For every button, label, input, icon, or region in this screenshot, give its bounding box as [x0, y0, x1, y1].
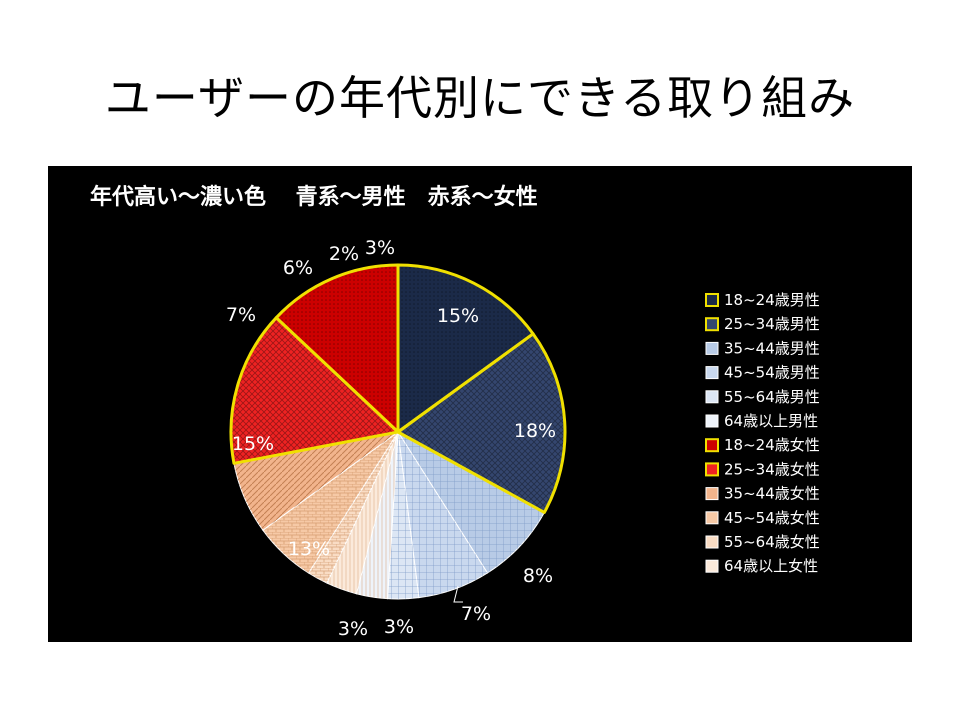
data-label-10: 6%: [283, 257, 313, 279]
legend-label: 64歳以上男性: [724, 412, 818, 430]
slide-title: ユーザーの年代別にできる取り組み: [104, 71, 856, 125]
legend-label: 45~54歳女性: [724, 509, 820, 527]
data-label-12: 3%: [365, 237, 395, 259]
legend-label: 55~64歳女性: [724, 533, 820, 551]
legend-item-11: 55~64歳女性: [705, 533, 820, 551]
data-label-4: 7%: [461, 603, 491, 625]
data-label-11: 2%: [329, 243, 359, 265]
data-label-2: 18%: [514, 420, 556, 442]
leader-line-4: [453, 585, 463, 603]
legend-label: 55~64歳男性: [724, 388, 820, 406]
legend-item-2: 25~34歳男性: [705, 315, 820, 333]
highlight-outline-4: [274, 263, 400, 434]
legend-item-1: 18~24歳男性: [705, 291, 820, 309]
pie-slice-4: [397, 431, 489, 599]
data-label-9: 7%: [226, 304, 256, 326]
legend-label: 35~44歳女性: [724, 485, 820, 503]
legend-swatch: [705, 366, 719, 380]
legend-swatch: [705, 414, 719, 428]
data-label-8: 15%: [232, 433, 274, 455]
data-labels: 15% 18% 8% 7% 3% 3% 3% 2% 6% 7% 15% 13%: [226, 237, 556, 640]
legend-swatch: [705, 341, 719, 355]
legend-item-4: 45~54歳男性: [705, 364, 820, 382]
legend-item-6: 64歳以上男性: [705, 412, 818, 430]
chart-panel: 年代高い～濃い色 青系～男性 赤系～女性 15% 18% 8% 7% 3% 3% 3% 2% 6…: [48, 166, 912, 642]
legend-label: 45~54歳男性: [724, 364, 820, 382]
legend-label: 35~44歳男性: [724, 339, 820, 357]
highlight-outline-2: [396, 332, 567, 514]
legend-label: 64歳以上女性: [724, 557, 818, 575]
legend-swatch: [705, 438, 719, 453]
legend-item-12: 64歳以上女性: [705, 557, 818, 575]
legend-swatch: [705, 317, 719, 332]
highlight-outline-3: [229, 316, 400, 465]
highlight-outline-1: [396, 263, 535, 434]
data-label-5: 3%: [384, 616, 414, 638]
legend-swatch: [705, 462, 719, 477]
data-label-3: 8%: [523, 565, 553, 587]
legend-swatch: [705, 487, 719, 501]
legend-label: 18~24歳男性: [724, 291, 820, 309]
legend-item-5: 55~64歳男性: [705, 388, 820, 406]
pie-chart: 年代高い～濃い色 青系～男性 赤系～女性 15% 18% 8% 7% 3% 3% 3% 2% 6…: [90, 184, 820, 640]
legend-swatch: [705, 511, 719, 525]
legend-swatch: [705, 535, 719, 549]
legend-item-9: 35~44歳女性: [705, 485, 820, 503]
legend-swatch: [705, 293, 719, 307]
pie-slices: [229, 263, 567, 600]
legend-label: 18~24歳女性: [724, 436, 820, 454]
legend-label: 25~34歳女性: [724, 460, 820, 478]
legend-item-3: 35~44歳男性: [705, 339, 820, 357]
leader-lines: [453, 585, 463, 603]
data-label-6: 3%: [338, 618, 368, 640]
legend-item-10: 45~54歳女性: [705, 509, 820, 527]
chart-title: 年代高い～濃い色 青系～男性 赤系～女性: [90, 184, 538, 210]
legend-item-7: 18~24歳女性: [705, 436, 820, 454]
legend-swatch: [705, 390, 719, 404]
data-label-1: 15%: [437, 305, 479, 327]
legend-swatch: [705, 559, 719, 573]
legend-item-8: 25~34歳女性: [705, 460, 820, 478]
data-label-7: 13%: [288, 538, 330, 560]
legend: 18~24歳男性 25~34歳男性 35~44歳男性 45~54歳男性 55~64歳男性…: [705, 291, 820, 575]
legend-label: 25~34歳男性: [724, 315, 820, 333]
